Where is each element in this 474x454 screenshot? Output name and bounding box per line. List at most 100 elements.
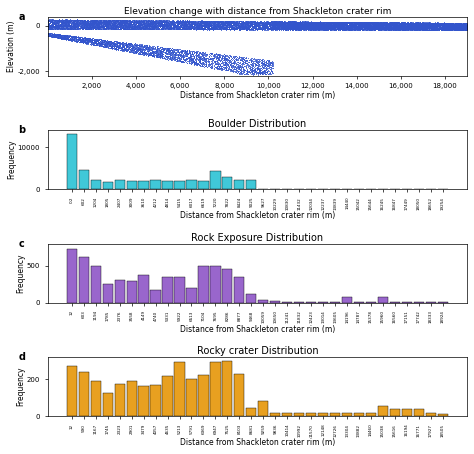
- Point: [209, 64, 216, 71]
- Point: [159, 46, 167, 54]
- Point: [442, 23, 450, 30]
- Point: [215, 24, 223, 31]
- Point: [426, 22, 434, 30]
- Point: [441, 20, 448, 28]
- Point: [390, 20, 398, 27]
- Point: [357, 25, 365, 33]
- Point: [330, 25, 337, 32]
- Point: [373, 25, 381, 33]
- Point: [53, 16, 61, 24]
- Point: [320, 20, 328, 27]
- Point: [331, 25, 338, 33]
- Point: [315, 25, 322, 32]
- Point: [351, 25, 358, 32]
- Point: [202, 23, 210, 30]
- Point: [113, 22, 120, 30]
- Point: [134, 20, 141, 27]
- Point: [372, 22, 379, 29]
- Point: [301, 21, 309, 28]
- Point: [383, 20, 391, 28]
- Point: [424, 24, 432, 31]
- Point: [382, 20, 390, 27]
- Point: [426, 22, 434, 29]
- Point: [86, 17, 94, 25]
- Point: [130, 19, 137, 26]
- Point: [105, 16, 112, 24]
- Point: [110, 19, 118, 26]
- Point: [183, 21, 191, 29]
- Point: [459, 21, 466, 29]
- Point: [456, 24, 464, 31]
- Point: [390, 21, 398, 28]
- Point: [171, 50, 179, 58]
- Point: [416, 20, 424, 28]
- Point: [363, 20, 370, 27]
- Point: [118, 16, 126, 24]
- Point: [123, 44, 131, 51]
- Point: [173, 26, 181, 33]
- Point: [128, 18, 136, 25]
- Point: [331, 26, 339, 33]
- Point: [310, 21, 317, 29]
- Point: [294, 24, 302, 31]
- Point: [115, 39, 122, 47]
- Point: [362, 20, 370, 28]
- Point: [65, 34, 73, 41]
- Point: [332, 21, 339, 28]
- Point: [263, 25, 271, 32]
- Point: [210, 50, 218, 57]
- Point: [287, 21, 294, 28]
- Point: [64, 22, 72, 30]
- Point: [418, 25, 426, 32]
- Point: [313, 25, 320, 32]
- Point: [336, 22, 343, 29]
- Point: [128, 48, 135, 55]
- Point: [294, 22, 301, 30]
- Point: [83, 22, 91, 30]
- Point: [435, 25, 443, 32]
- Point: [301, 23, 309, 30]
- Point: [289, 26, 296, 33]
- Point: [428, 20, 435, 28]
- Point: [407, 25, 415, 32]
- Point: [359, 22, 366, 30]
- Point: [284, 26, 292, 33]
- Point: [98, 22, 105, 30]
- Point: [194, 51, 201, 59]
- Point: [159, 22, 167, 30]
- Point: [283, 24, 291, 31]
- Point: [251, 20, 258, 27]
- Point: [297, 22, 304, 30]
- Point: [162, 22, 170, 30]
- Point: [48, 24, 55, 31]
- Point: [458, 26, 465, 34]
- Point: [57, 20, 65, 28]
- Point: [61, 19, 69, 26]
- Point: [126, 25, 133, 33]
- Point: [124, 25, 131, 33]
- Point: [445, 25, 452, 32]
- Point: [278, 18, 285, 25]
- Point: [166, 48, 173, 55]
- Point: [133, 49, 140, 56]
- Point: [87, 18, 94, 25]
- Point: [148, 20, 156, 27]
- Point: [275, 21, 283, 29]
- Point: [336, 24, 343, 31]
- Point: [133, 47, 140, 54]
- Point: [98, 22, 106, 29]
- Point: [191, 17, 199, 24]
- Point: [163, 55, 171, 62]
- Point: [70, 33, 77, 40]
- Point: [304, 23, 312, 30]
- Point: [118, 20, 125, 27]
- Point: [375, 21, 383, 28]
- Point: [282, 24, 290, 31]
- Point: [273, 22, 281, 30]
- Point: [459, 25, 467, 32]
- Point: [180, 23, 188, 30]
- Point: [440, 22, 447, 30]
- Point: [279, 23, 287, 30]
- Point: [70, 17, 77, 24]
- Point: [149, 25, 156, 33]
